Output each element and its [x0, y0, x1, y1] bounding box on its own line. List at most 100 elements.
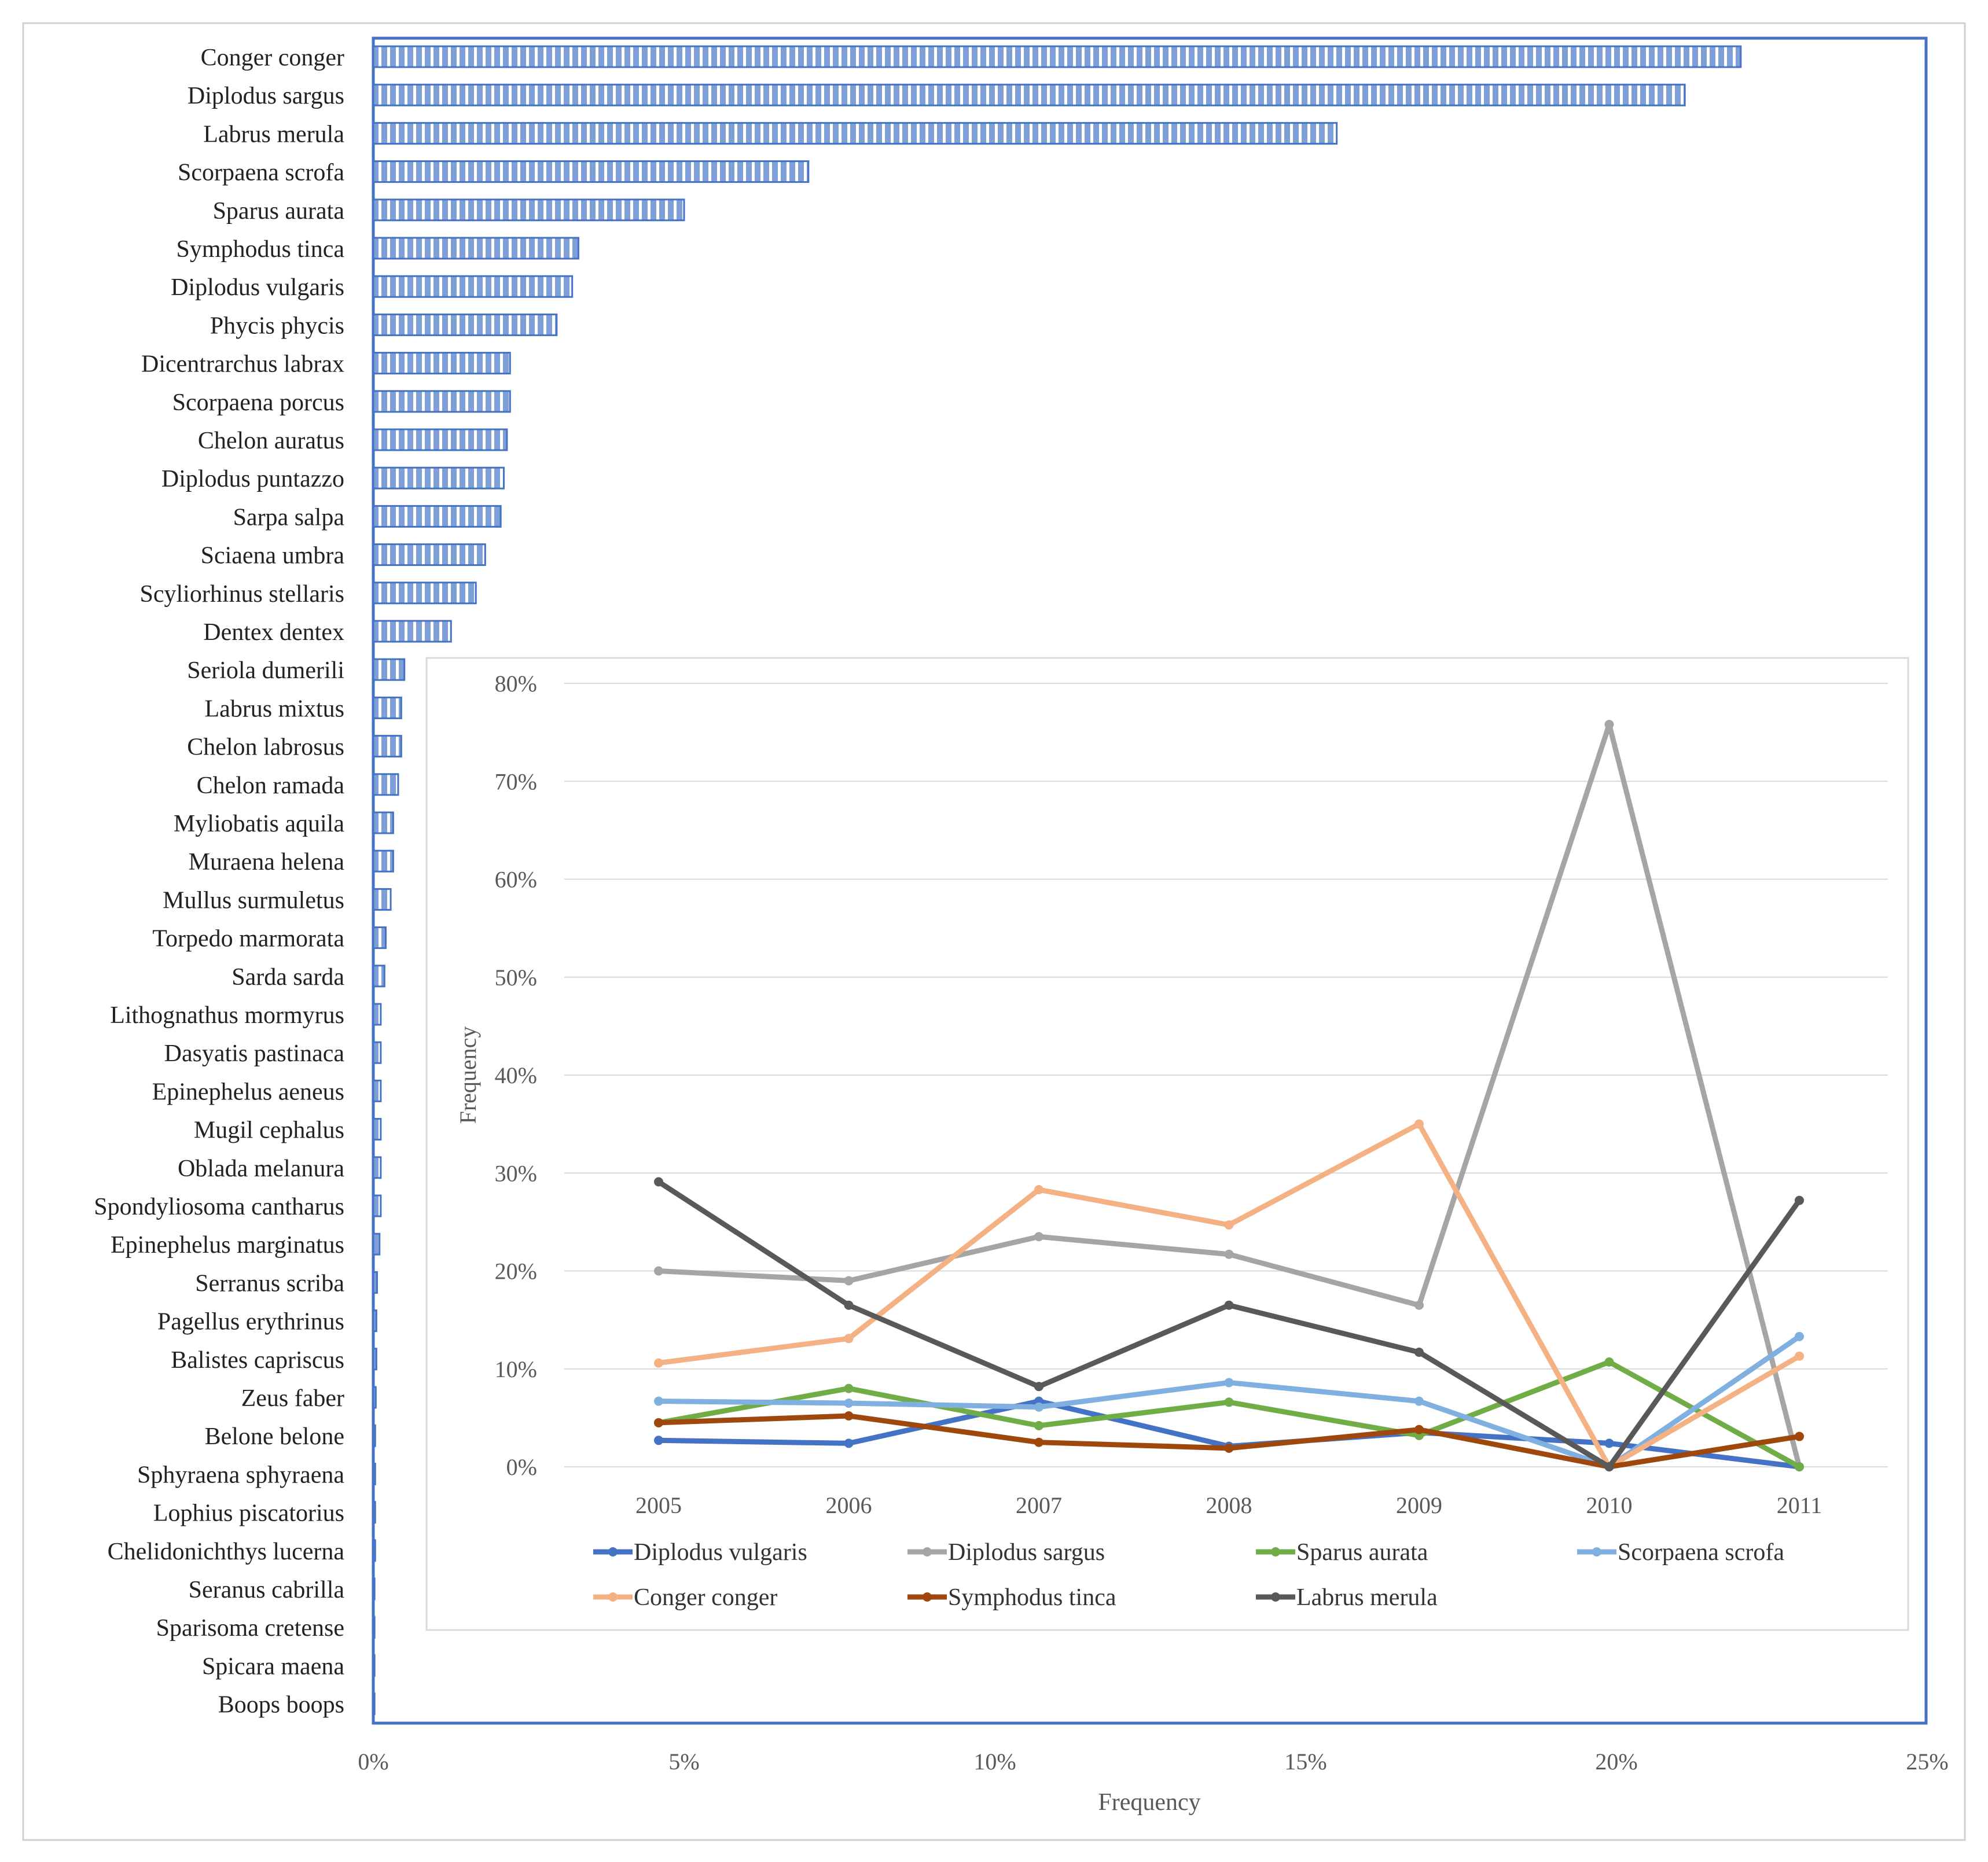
x-tick-label-2: 10% — [973, 1749, 1016, 1775]
series-2-point-6 — [1795, 1462, 1804, 1471]
year-label-6: 2011 — [1777, 1492, 1822, 1518]
bar-29 — [372, 1156, 382, 1179]
bar-26 — [372, 1041, 382, 1064]
bar-0 — [372, 45, 1742, 68]
series-3-point-6 — [1795, 1331, 1804, 1341]
bar-1 — [372, 83, 1686, 106]
series-1-point-3 — [1224, 1249, 1234, 1259]
category-label-4: Sparus aurata — [213, 198, 345, 225]
bar-32 — [372, 1271, 378, 1294]
category-label-2: Labrus merula — [203, 121, 344, 148]
year-label-1: 2006 — [826, 1492, 872, 1518]
series-2-point-1 — [844, 1383, 854, 1393]
series-1-point-2 — [1034, 1232, 1043, 1242]
bar-3 — [372, 160, 810, 183]
bar-39 — [372, 1539, 376, 1562]
category-label-27: Epinephelus aeneus — [152, 1079, 344, 1105]
series-6-point-0 — [654, 1177, 663, 1187]
category-label-25: Lithognathus mormyrus — [110, 1002, 344, 1029]
series-2-point-2 — [1034, 1421, 1043, 1430]
series-5-point-3 — [1224, 1443, 1234, 1453]
category-label-3: Scorpaena scrofa — [178, 160, 344, 186]
bar-41 — [372, 1616, 376, 1639]
y-tick-label-8: 80% — [495, 671, 537, 697]
y-tick-label-2: 20% — [495, 1258, 537, 1285]
bar-7 — [372, 313, 558, 336]
bar-2 — [372, 122, 1338, 145]
bar-12 — [372, 505, 502, 528]
bar-11 — [372, 466, 505, 490]
category-label-36: Belone belone — [205, 1423, 344, 1450]
category-label-34: Balistes capriscus — [171, 1347, 344, 1374]
category-label-8: Dicentrarchus labrax — [141, 351, 344, 378]
category-label-40: Seranus cabrilla — [189, 1577, 345, 1603]
category-label-43: Boops boops — [218, 1692, 344, 1719]
x-axis-title: Frequency — [1098, 1789, 1200, 1816]
series-6-point-3 — [1224, 1300, 1234, 1310]
legend-marker-4 — [608, 1592, 618, 1602]
bar-43 — [372, 1692, 376, 1716]
bar-40 — [372, 1577, 376, 1600]
bar-37 — [372, 1462, 376, 1485]
category-label-10: Chelon auratus — [198, 428, 344, 454]
series-1-point-0 — [654, 1266, 663, 1276]
category-label-19: Chelon ramada — [197, 772, 345, 799]
bar-33 — [372, 1309, 377, 1333]
series-0-point-0 — [654, 1436, 663, 1445]
category-label-33: Pagellus erythrinus — [157, 1309, 344, 1335]
bar-27 — [372, 1079, 382, 1102]
bar-10 — [372, 428, 508, 451]
legend-marker-0 — [608, 1547, 618, 1556]
legend-marker-6 — [1271, 1592, 1280, 1602]
series-3-point-2 — [1034, 1402, 1043, 1412]
y-tick-label-5: 50% — [495, 965, 537, 991]
series-6-point-4 — [1414, 1347, 1424, 1357]
bar-chart: Conger conger Diplodus sargus Labrus merul… — [94, 36, 1949, 1816]
series-4-point-6 — [1795, 1351, 1804, 1361]
y-tick-label-7: 70% — [495, 768, 537, 794]
bar-18 — [372, 735, 402, 758]
year-label-4: 2009 — [1396, 1492, 1442, 1518]
legend-label-4: Conger conger — [634, 1584, 777, 1611]
y-tick-label-4: 40% — [495, 1062, 537, 1088]
series-3-point-3 — [1224, 1378, 1234, 1388]
series-0-point-1 — [844, 1438, 854, 1448]
x-tick-label-5: 25% — [1906, 1749, 1948, 1775]
series-6-point-5 — [1604, 1462, 1614, 1471]
bar-28 — [372, 1118, 382, 1141]
bar-22 — [372, 888, 392, 911]
bar-24 — [372, 965, 385, 988]
series-5-point-4 — [1414, 1425, 1424, 1434]
bar-plot-frame — [372, 36, 1928, 1725]
y-tick-label-1: 10% — [495, 1356, 537, 1382]
category-label-12: Sarpa salpa — [233, 504, 345, 531]
category-label-14: Scyliorhinus stellaris — [140, 581, 344, 608]
series-0-point-5 — [1604, 1438, 1614, 1448]
category-label-23: Torpedo marmorata — [152, 926, 344, 952]
bar-38 — [372, 1501, 376, 1524]
category-label-21: Muraena helena — [189, 849, 345, 875]
legend-label-5: Symphodus tinca — [948, 1584, 1116, 1611]
series-6-point-2 — [1034, 1382, 1043, 1392]
bar-4 — [372, 198, 685, 222]
y-tick-label-6: 60% — [495, 867, 537, 893]
x-tick-label-3: 15% — [1284, 1749, 1326, 1775]
bar-6 — [372, 275, 574, 298]
bar-23 — [372, 926, 387, 950]
bar-14 — [372, 582, 477, 605]
series-1-point-5 — [1604, 720, 1614, 730]
category-label-11: Diplodus puntazzo — [161, 466, 344, 492]
legend-marker-5 — [923, 1592, 932, 1602]
bar-20 — [372, 811, 394, 834]
category-label-37: Sphyraena sphyraena — [137, 1462, 344, 1488]
bar-25 — [372, 1003, 382, 1026]
bar-19 — [372, 773, 399, 796]
category-label-28: Mugil cephalus — [194, 1117, 344, 1144]
category-label-9: Scorpaena porcus — [172, 389, 344, 416]
category-label-31: Epinephelus marginatus — [111, 1232, 344, 1258]
series-4-point-3 — [1224, 1220, 1234, 1230]
outer-frame — [22, 22, 1966, 1841]
series-4-point-1 — [844, 1334, 854, 1344]
year-label-2: 2007 — [1016, 1492, 1062, 1518]
legend-label-3: Scorpaena scrofa — [1618, 1539, 1784, 1566]
